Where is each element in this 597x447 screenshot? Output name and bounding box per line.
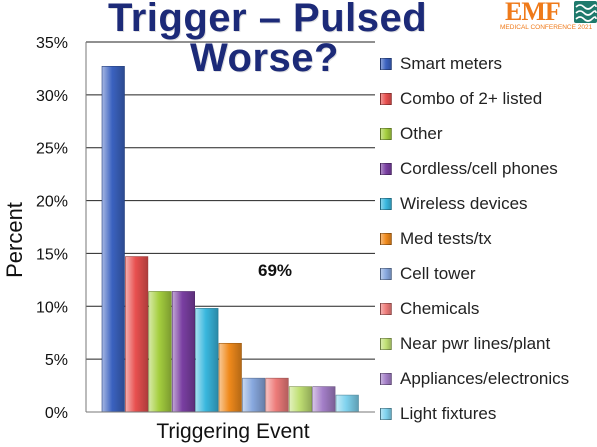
legend-swatch bbox=[380, 267, 392, 280]
bar-chemicals bbox=[265, 377, 289, 413]
y-tick-label: 15% bbox=[36, 246, 68, 263]
y-tick-label: 25% bbox=[36, 141, 68, 158]
chart-annotation: 69% bbox=[258, 261, 292, 280]
legend-label: Med tests/tx bbox=[400, 228, 492, 248]
y-tick-label: 0% bbox=[45, 405, 68, 422]
bar-appliances-electronics bbox=[312, 386, 336, 413]
bar-light-fixtures bbox=[335, 394, 359, 413]
bar-med-tests-tx bbox=[218, 342, 242, 413]
bar-near-pwr-lines-plant bbox=[288, 386, 313, 413]
bar-cordless-cell-phones bbox=[171, 291, 195, 413]
legend-swatch bbox=[380, 127, 392, 140]
legend-swatch bbox=[380, 407, 392, 420]
legend-label: Appliances/electronics bbox=[400, 368, 570, 388]
legend-item: Smart meters bbox=[380, 46, 569, 81]
y-tick-label: 5% bbox=[45, 352, 68, 369]
bar-smart-meters bbox=[101, 66, 125, 413]
legend-swatch bbox=[380, 232, 392, 245]
legend-swatch bbox=[380, 57, 392, 70]
bar-wireless-devices bbox=[195, 308, 219, 413]
legend-item: Cell tower bbox=[380, 256, 569, 291]
bar-other bbox=[148, 291, 172, 413]
legend-swatch bbox=[380, 372, 392, 385]
y-tick-label: 20% bbox=[36, 194, 68, 211]
bar-combo-of-2-listed bbox=[125, 256, 149, 413]
legend-swatch bbox=[380, 92, 392, 105]
legend-item: Chemicals bbox=[380, 291, 569, 326]
legend-label: Wireless devices bbox=[400, 193, 528, 213]
legend-swatch bbox=[380, 197, 392, 210]
y-axis-label: Percent bbox=[2, 202, 27, 278]
bars bbox=[101, 66, 359, 413]
gridlines bbox=[86, 41, 375, 360]
legend-swatch bbox=[380, 162, 392, 175]
wave-icon bbox=[574, 1, 597, 23]
y-tick-labels: 0% 5% 10% 15% 20% 25% 30% 35% bbox=[36, 35, 68, 422]
legend-item: Cordless/cell phones bbox=[380, 151, 569, 186]
y-tick-label: 35% bbox=[36, 35, 68, 52]
legend-item: Med tests/tx bbox=[380, 221, 569, 256]
legend-item: Wireless devices bbox=[380, 186, 569, 221]
legend-item: Appliances/electronics bbox=[380, 361, 569, 396]
legend-label: Near pwr lines/plant bbox=[400, 333, 551, 353]
legend-item: Combo of 2+ listed bbox=[380, 81, 569, 116]
axes bbox=[85, 42, 375, 413]
legend: Smart meters Combo of 2+ listed Other Cordl… bbox=[380, 46, 569, 431]
x-axis-label: Triggering Event bbox=[156, 420, 309, 443]
legend-item: Near pwr lines/plant bbox=[380, 326, 569, 361]
slide-title-line1: Trigger – Pulsed bbox=[108, 0, 428, 40]
legend-label: Cordless/cell phones bbox=[400, 158, 558, 178]
legend-label: Light fixtures bbox=[400, 403, 497, 423]
legend-label: Chemicals bbox=[400, 298, 480, 318]
legend-label: Cell tower bbox=[400, 263, 476, 283]
slide-title-line2: Worse? bbox=[190, 36, 339, 80]
legend-swatch bbox=[380, 337, 392, 350]
logo-mark: EMF bbox=[505, 0, 561, 26]
legend-label: Smart meters bbox=[400, 53, 503, 73]
y-tick-label: 30% bbox=[36, 88, 68, 105]
legend-item: Other bbox=[380, 116, 569, 151]
legend-item: Light fixtures bbox=[380, 396, 569, 431]
y-tick-label: 10% bbox=[36, 299, 68, 316]
bar-cell-tower bbox=[242, 377, 266, 413]
legend-label: Other bbox=[400, 123, 443, 143]
logo-subtitle: MEDICAL CONFERENCE 2021 bbox=[500, 24, 593, 31]
conference-logo: EMF MEDICAL CONFERENCE 2021 bbox=[500, 0, 597, 34]
legend-swatch bbox=[380, 302, 392, 315]
legend-label: Combo of 2+ listed bbox=[400, 88, 543, 108]
